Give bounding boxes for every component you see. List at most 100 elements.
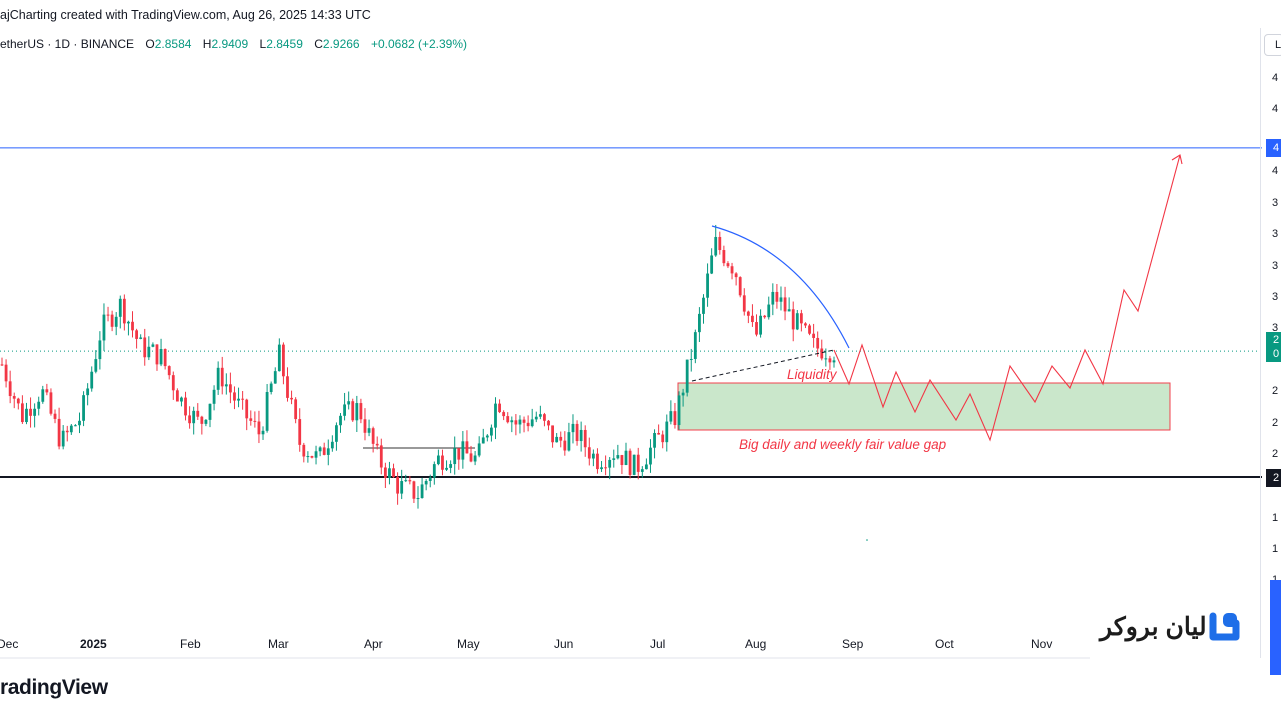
candle-body bbox=[820, 348, 824, 359]
fair-value-gap-zone bbox=[677, 382, 1171, 431]
candle-body bbox=[224, 384, 228, 387]
candle-body bbox=[4, 364, 8, 382]
candle-body bbox=[698, 313, 701, 333]
candle-body bbox=[245, 399, 249, 419]
price-tick: 3 bbox=[1272, 197, 1279, 209]
candle-body bbox=[282, 344, 285, 377]
symbol-label[interactable]: etherUS · 1D · BINANCE bbox=[0, 37, 135, 51]
candle-body bbox=[453, 448, 457, 465]
candle-body bbox=[538, 414, 542, 417]
time-tick-label: Apr bbox=[364, 637, 383, 651]
candle-body bbox=[102, 314, 106, 341]
candle-body bbox=[127, 321, 130, 324]
candle-body bbox=[669, 411, 673, 422]
candle-body bbox=[396, 476, 400, 494]
projected-path bbox=[833, 154, 1181, 442]
candle-body bbox=[61, 430, 65, 447]
candle-body bbox=[351, 401, 355, 421]
candle-body bbox=[69, 425, 73, 433]
candle-body bbox=[473, 455, 477, 462]
candle-body bbox=[710, 255, 714, 274]
candle-body bbox=[322, 447, 326, 455]
candle-body bbox=[779, 297, 783, 302]
side-panel-strip[interactable] bbox=[1270, 580, 1281, 675]
candle-body bbox=[379, 445, 383, 468]
candle-body bbox=[212, 389, 216, 404]
candle-body bbox=[428, 477, 432, 481]
candle-body bbox=[791, 309, 795, 330]
candle-body bbox=[567, 432, 571, 451]
candle-body bbox=[604, 467, 608, 469]
candle-body bbox=[596, 453, 599, 470]
candle-body bbox=[824, 358, 828, 360]
chart-credit: ajCharting created with TradingView.com,… bbox=[0, 8, 371, 22]
candle-body bbox=[420, 484, 424, 499]
candle-body bbox=[167, 366, 171, 376]
candle-body bbox=[8, 381, 12, 397]
candle-body bbox=[318, 447, 322, 452]
candle-body bbox=[180, 397, 183, 402]
candle-body bbox=[714, 236, 718, 256]
candle-body bbox=[755, 322, 758, 335]
candle-body bbox=[192, 410, 196, 424]
candle-body bbox=[795, 313, 799, 330]
candle-body bbox=[86, 388, 90, 396]
candle-body bbox=[314, 451, 318, 458]
candle-body bbox=[359, 403, 363, 420]
candle-body bbox=[339, 415, 342, 426]
close-label: C bbox=[314, 37, 323, 51]
candle-body bbox=[783, 297, 787, 312]
candle-body bbox=[702, 297, 705, 314]
candle-body bbox=[200, 416, 204, 424]
candle-body bbox=[94, 359, 98, 372]
candle-body bbox=[82, 395, 85, 421]
candle-body bbox=[147, 346, 151, 358]
time-tick-label: Dec bbox=[0, 637, 18, 651]
candle-body bbox=[41, 389, 45, 402]
candle-body bbox=[587, 447, 591, 459]
candle-body bbox=[571, 423, 575, 433]
candle-body bbox=[412, 481, 416, 499]
candle-body bbox=[746, 311, 750, 316]
candle-body bbox=[726, 263, 730, 267]
candle-body bbox=[636, 454, 640, 472]
candle-body bbox=[277, 344, 281, 372]
price-tick: 4 bbox=[1272, 72, 1279, 84]
candle-body bbox=[196, 410, 200, 417]
candle-body bbox=[98, 340, 102, 360]
candle-body bbox=[408, 480, 412, 482]
candle-body bbox=[241, 398, 245, 400]
candle-body bbox=[828, 358, 832, 363]
time-tick-label: May bbox=[457, 637, 480, 651]
tradingview-brand[interactable]: radingView bbox=[0, 676, 108, 699]
candle-body bbox=[722, 250, 726, 264]
candle-body bbox=[184, 397, 187, 416]
candle-body bbox=[600, 467, 603, 470]
candle-body bbox=[738, 277, 742, 296]
price-axis-divider bbox=[1260, 28, 1261, 658]
candle-body bbox=[375, 443, 379, 446]
price-tick: 1 bbox=[1272, 543, 1279, 555]
candle-body bbox=[310, 456, 314, 458]
candle-body bbox=[461, 441, 465, 460]
price-axis-scale-toggle[interactable]: L bbox=[1264, 34, 1281, 56]
candle-body bbox=[253, 420, 257, 422]
liquidity-label: Liquidity bbox=[787, 367, 838, 382]
candle-body bbox=[657, 432, 661, 435]
time-tick-label: Feb bbox=[180, 637, 201, 651]
support-price-tag: 2 bbox=[1266, 469, 1281, 487]
change-value: +0.0682 (+2.39%) bbox=[370, 37, 468, 51]
time-tick-label: Jul bbox=[650, 637, 665, 651]
candle-body bbox=[273, 371, 277, 384]
stray-dot bbox=[866, 539, 868, 541]
candle-body bbox=[555, 436, 559, 443]
price-tick: 2 bbox=[1272, 417, 1279, 429]
candle-body bbox=[228, 384, 232, 393]
candle-body bbox=[808, 325, 811, 334]
candle-body bbox=[441, 455, 444, 470]
candle-body bbox=[371, 428, 375, 444]
candle-body bbox=[632, 454, 636, 475]
candle-body bbox=[681, 392, 685, 396]
candle-body bbox=[388, 468, 391, 478]
